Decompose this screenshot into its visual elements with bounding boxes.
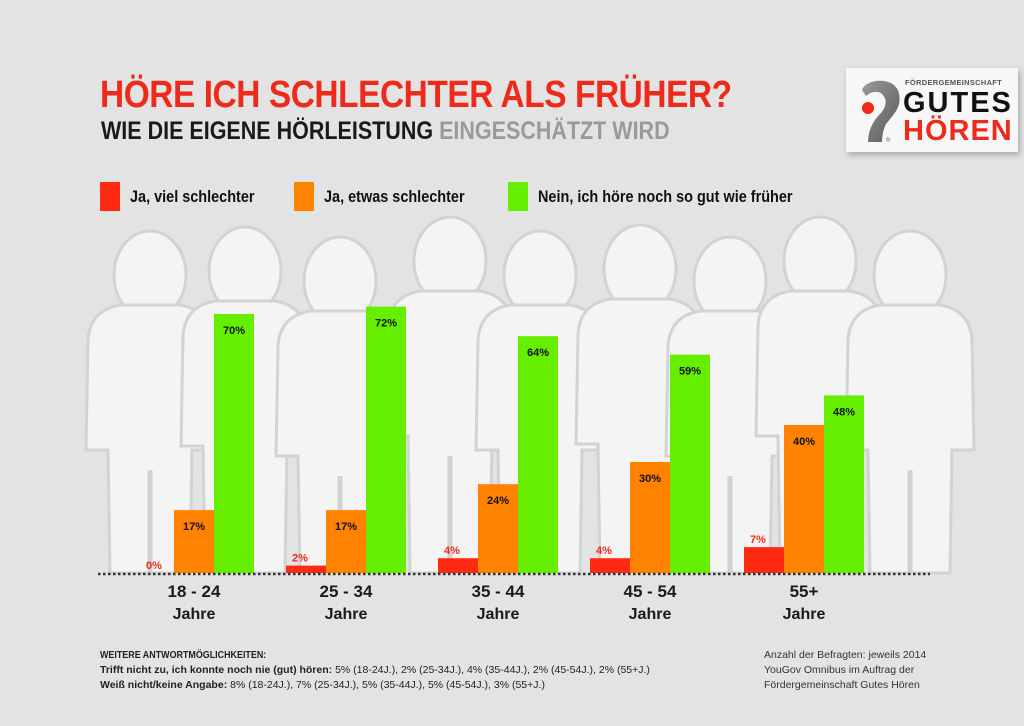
bar-3-1 xyxy=(630,462,670,573)
legend-swatch-red xyxy=(100,182,120,211)
page-subtitle: WIE DIE EIGENE HÖRLEISTUNG EINGESCHÄTZT … xyxy=(101,117,670,146)
logo: ® FÖRDERGEMEINSCHAFT GUTES HÖREN xyxy=(846,68,1018,152)
legend-item-gut-wie-frueher: Nein, ich höre noch so gut wie früher xyxy=(507,182,837,211)
bar-label-2-1: 24% xyxy=(487,495,509,507)
chart-legend: Ja, viel schlechter Ja, etwas schlechter… xyxy=(100,182,863,211)
footer-line-1: Trifft nicht zu, ich konnte noch nie (gu… xyxy=(100,663,650,678)
source-note: Anzahl der Befragten: jeweils 2014 YouGo… xyxy=(764,648,926,693)
bar-label-1-2: 72% xyxy=(375,318,397,330)
footer-line-1-label: Trifft nicht zu, ich konnte noch nie (gu… xyxy=(100,664,333,676)
bar-label-1-1: 17% xyxy=(335,521,357,533)
footer-line-2-label: Weiß nicht/keine Angabe: xyxy=(100,679,228,691)
bar-label-0-2: 70% xyxy=(223,325,245,337)
bar-label-4-2: 48% xyxy=(833,406,855,418)
category-sublabel-3: Jahre xyxy=(629,606,672,623)
logo-gutes: GUTES xyxy=(903,87,1013,119)
legend-label: Ja, viel schlechter xyxy=(130,186,255,206)
page-title: HÖRE ICH SCHLECHTER ALS FRÜHER? xyxy=(100,74,732,116)
category-label-1: 25 - 34 xyxy=(320,582,373,601)
legend-item-viel-schlechter: Ja, viel schlechter xyxy=(100,182,276,211)
bar-label-4-0: 7% xyxy=(750,534,766,546)
footer-line-2: Weiß nicht/keine Angabe: 8% (18-24J.), 7… xyxy=(100,678,650,693)
bar-label-4-1: 40% xyxy=(793,436,815,448)
bar-0-1 xyxy=(174,510,214,573)
bar-chart: 0% 17% 70% 2% 17% 72% 4% 24% 64% 4% 30% 59% 7% 40% 48%… xyxy=(84,215,976,623)
footer-heading: WEITERE ANTWORTMÖGLICHKEITEN: xyxy=(100,649,267,661)
logo-small-text: FÖRDERGEMEINSCHAFT xyxy=(905,78,1003,87)
legend-swatch-green xyxy=(507,182,528,211)
bar-4-2 xyxy=(824,395,864,573)
category-sublabel-2: Jahre xyxy=(477,606,520,623)
source-line-2: YouGov Omnibus im Auftrag der xyxy=(764,664,915,676)
legend-label: Ja, etwas schlechter xyxy=(324,186,466,206)
registered-mark: ® xyxy=(886,137,891,144)
bar-label-2-2: 64% xyxy=(527,347,549,359)
bar-4-1 xyxy=(784,425,824,573)
category-sublabel-4: Jahre xyxy=(783,606,826,623)
legend-swatch-orange xyxy=(294,182,315,211)
bar-2-0 xyxy=(438,558,478,573)
bar-1-0 xyxy=(286,565,326,573)
bars-layer: 0% 17% 70% 2% 17% 72% 4% 24% 64% 4% 30% 59% 7% 40% 48% xyxy=(146,306,864,573)
category-label-0: 18 - 24 xyxy=(168,582,221,601)
legend-label: Nein, ich höre noch so gut wie früher xyxy=(537,186,793,206)
bar-3-2 xyxy=(670,354,710,573)
category-label-2: 35 - 44 xyxy=(472,582,525,601)
ear-logo-icon: ® xyxy=(862,80,900,144)
bar-label-1-0: 2% xyxy=(292,553,308,565)
bar-label-3-0: 4% xyxy=(596,545,612,557)
bar-4-0 xyxy=(744,547,784,573)
bar-label-0-1: 17% xyxy=(183,521,205,533)
bar-2-1 xyxy=(478,484,518,573)
footer-line-1-values: 5% (18-24J.), 2% (25-34J.), 4% (35-44J.)… xyxy=(335,664,650,676)
person-silhouette-icon xyxy=(844,229,976,575)
subtitle-dark: WIE DIE EIGENE HÖRLEISTUNG xyxy=(101,117,434,145)
x-axis: 18 - 24 Jahre 25 - 34 Jahre 35 - 44 Jahre 45 -… xyxy=(98,572,930,623)
bar-0-2 xyxy=(214,314,254,573)
category-sublabel-0: Jahre xyxy=(173,606,216,623)
legend-item-etwas-schlechter: Ja, etwas schlechter xyxy=(294,182,489,211)
footer-notes: WEITERE ANTWORTMÖGLICHKEITEN: Trifft nic… xyxy=(100,648,650,693)
bar-label-2-0: 4% xyxy=(444,545,460,557)
bar-1-1 xyxy=(326,510,366,573)
logo-horen: HÖREN xyxy=(903,115,1013,147)
bar-label-0-0: 0% xyxy=(146,560,162,572)
bar-3-0 xyxy=(590,558,630,573)
category-label-4: 55+ xyxy=(790,582,819,601)
source-line-3: Fördergemeinschaft Gutes Hören xyxy=(764,679,920,691)
bar-1-2 xyxy=(366,306,406,573)
subtitle-grey: EINGESCHÄTZT WIRD xyxy=(439,117,670,145)
category-sublabel-1: Jahre xyxy=(325,606,368,623)
bar-label-3-2: 59% xyxy=(679,366,701,378)
footer-line-2-values: 8% (18-24J.), 7% (25-34J.), 5% (35-44J.)… xyxy=(230,679,545,691)
source-line-1: Anzahl der Befragten: jeweils 2014 xyxy=(764,649,927,661)
category-label-3: 45 - 54 xyxy=(624,582,677,601)
bar-2-2 xyxy=(518,336,558,573)
bar-label-3-1: 30% xyxy=(639,473,661,485)
